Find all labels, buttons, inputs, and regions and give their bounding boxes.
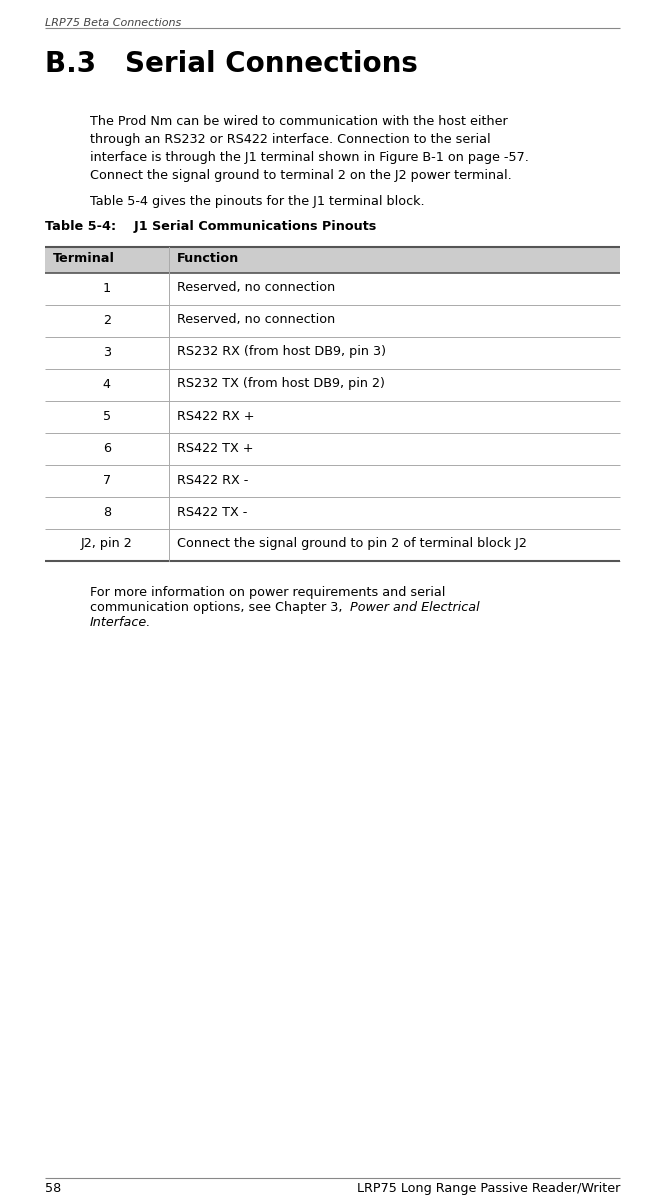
Text: communication options, see Chapter 3,: communication options, see Chapter 3,	[90, 601, 347, 614]
Text: 4: 4	[103, 378, 111, 390]
Text: The Prod Nm can be wired to communication with the host either
through an RS232 : The Prod Nm can be wired to communicatio…	[90, 115, 529, 182]
Text: RS422 RX -: RS422 RX -	[176, 474, 248, 486]
Text: Connect the signal ground to pin 2 of terminal block J2: Connect the signal ground to pin 2 of te…	[176, 538, 526, 551]
Text: Reserved, no connection: Reserved, no connection	[176, 282, 335, 294]
Text: Table 5-4 gives the pinouts for the J1 terminal block.: Table 5-4 gives the pinouts for the J1 t…	[90, 194, 424, 208]
Text: RS422 TX -: RS422 TX -	[176, 505, 247, 518]
Text: 5: 5	[103, 409, 111, 422]
Text: 1: 1	[103, 282, 111, 294]
Text: 8: 8	[103, 505, 111, 518]
Text: RS422 TX +: RS422 TX +	[176, 442, 253, 455]
Text: Interface.: Interface.	[90, 616, 151, 629]
Text: 7: 7	[103, 474, 111, 486]
Text: RS422 RX +: RS422 RX +	[176, 409, 254, 422]
Text: J2, pin 2: J2, pin 2	[81, 538, 133, 551]
Text: B.3   Serial Connections: B.3 Serial Connections	[45, 50, 418, 78]
Bar	[45, 247, 620, 272]
Text: 2: 2	[103, 313, 111, 326]
Text: 3: 3	[103, 346, 111, 359]
Text: Reserved, no connection: Reserved, no connection	[176, 313, 335, 326]
Text: RS232 RX (from host DB9, pin 3): RS232 RX (from host DB9, pin 3)	[176, 346, 386, 359]
Text: LRP75 Long Range Passive Reader/Writer: LRP75 Long Range Passive Reader/Writer	[357, 1182, 620, 1195]
Text: Table 5-4:    J1 Serial Communications Pinouts: Table 5-4: J1 Serial Communications Pino…	[45, 220, 376, 233]
Text: Power and Electrical: Power and Electrical	[350, 601, 479, 614]
Text: RS232 TX (from host DB9, pin 2): RS232 TX (from host DB9, pin 2)	[176, 378, 385, 390]
Text: For more information on power requirements and serial: For more information on power requiremen…	[90, 586, 445, 599]
Text: Function: Function	[176, 252, 239, 265]
Text: LRP75 Beta Connections: LRP75 Beta Connections	[45, 18, 182, 28]
Text: 6: 6	[103, 442, 111, 455]
Text: 58: 58	[45, 1182, 61, 1195]
Text: Terminal: Terminal	[53, 252, 115, 265]
